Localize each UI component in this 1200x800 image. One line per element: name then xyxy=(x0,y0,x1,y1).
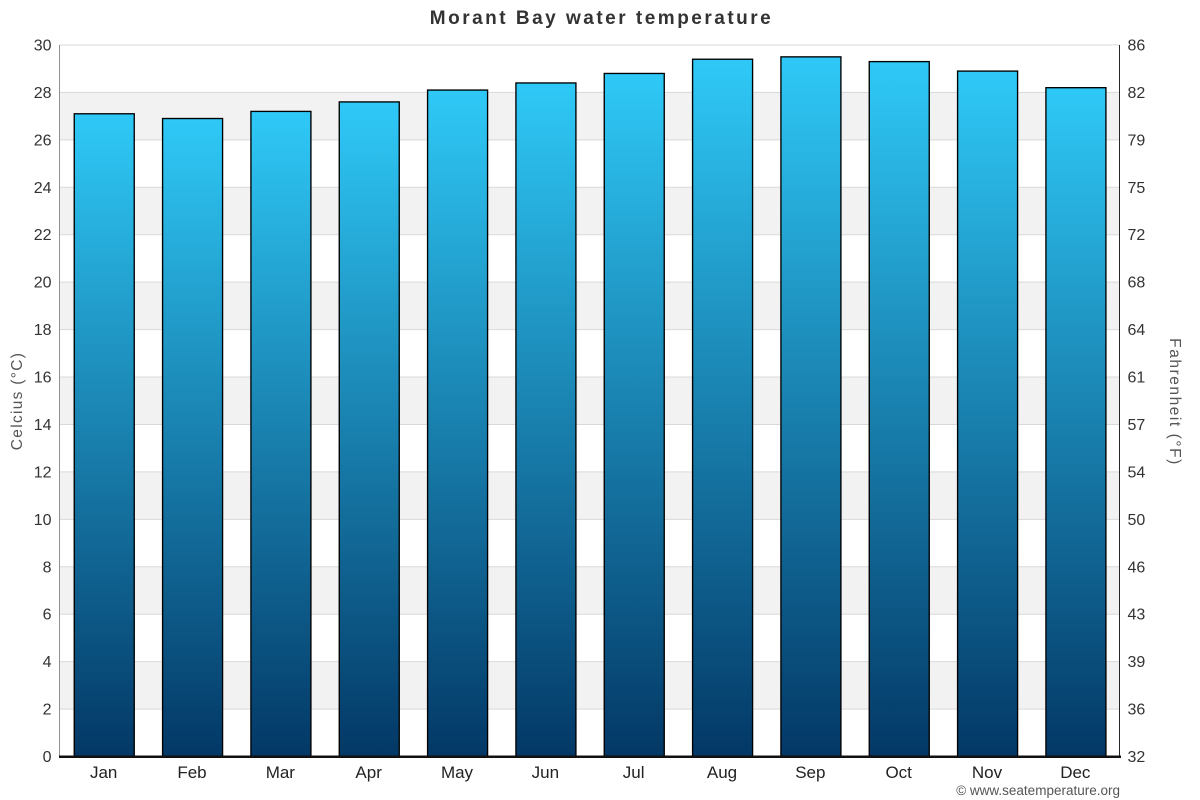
svg-text:28: 28 xyxy=(34,85,52,102)
svg-text:61: 61 xyxy=(1128,370,1146,387)
svg-text:8: 8 xyxy=(43,559,52,576)
svg-text:Jun: Jun xyxy=(532,763,559,782)
svg-text:86: 86 xyxy=(1128,38,1146,55)
svg-text:57: 57 xyxy=(1128,417,1146,434)
svg-text:26: 26 xyxy=(34,132,52,149)
svg-text:Celcius (°C): Celcius (°C) xyxy=(9,352,26,450)
svg-text:Fahrenheit (°F): Fahrenheit (°F) xyxy=(1166,338,1183,466)
svg-text:Jan: Jan xyxy=(90,763,117,782)
svg-text:14: 14 xyxy=(34,417,52,434)
svg-text:16: 16 xyxy=(34,370,52,387)
svg-text:2: 2 xyxy=(43,702,52,719)
svg-text:54: 54 xyxy=(1128,464,1146,481)
svg-text:6: 6 xyxy=(43,607,52,624)
svg-text:Apr: Apr xyxy=(355,763,382,782)
svg-text:Dec: Dec xyxy=(1060,763,1091,782)
svg-text:Aug: Aug xyxy=(707,763,737,782)
svg-text:© www.seatemperature.org: © www.seatemperature.org xyxy=(956,783,1120,798)
svg-text:82: 82 xyxy=(1128,85,1146,102)
svg-text:24: 24 xyxy=(34,180,52,197)
svg-text:79: 79 xyxy=(1128,132,1146,149)
svg-text:22: 22 xyxy=(34,227,52,244)
svg-text:75: 75 xyxy=(1128,180,1146,197)
svg-text:Feb: Feb xyxy=(177,763,206,782)
svg-text:Nov: Nov xyxy=(972,763,1003,782)
svg-text:46: 46 xyxy=(1128,559,1146,576)
svg-text:68: 68 xyxy=(1128,275,1146,292)
svg-text:May: May xyxy=(441,763,474,782)
svg-text:10: 10 xyxy=(34,512,52,529)
svg-text:30: 30 xyxy=(34,38,52,55)
svg-text:72: 72 xyxy=(1128,227,1146,244)
svg-text:0: 0 xyxy=(43,749,52,766)
svg-text:20: 20 xyxy=(34,275,52,292)
svg-text:43: 43 xyxy=(1128,607,1146,624)
svg-text:Oct: Oct xyxy=(885,763,912,782)
svg-text:50: 50 xyxy=(1128,512,1146,529)
svg-text:36: 36 xyxy=(1128,702,1146,719)
svg-text:Morant Bay water temperature: Morant Bay water temperature xyxy=(430,8,773,29)
svg-text:12: 12 xyxy=(34,464,52,481)
svg-text:39: 39 xyxy=(1128,654,1146,671)
svg-text:64: 64 xyxy=(1128,322,1146,339)
svg-text:Mar: Mar xyxy=(266,763,296,782)
svg-text:32: 32 xyxy=(1128,749,1146,766)
svg-text:Jul: Jul xyxy=(623,763,645,782)
svg-text:18: 18 xyxy=(34,322,52,339)
svg-text:Sep: Sep xyxy=(795,763,825,782)
svg-text:4: 4 xyxy=(43,654,52,671)
